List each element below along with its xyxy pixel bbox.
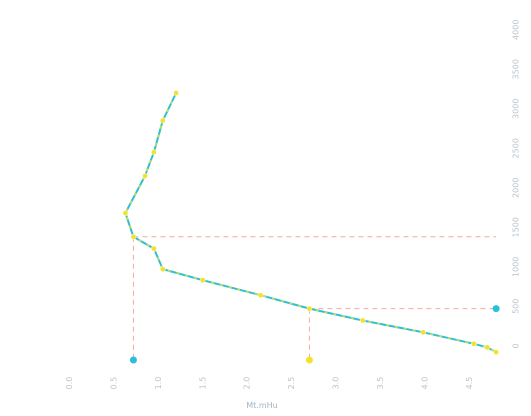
data-point xyxy=(173,90,179,96)
series-line xyxy=(124,92,498,354)
data-point xyxy=(471,340,477,347)
reference-marker xyxy=(492,305,500,313)
y-tick-label: 1500 xyxy=(512,217,521,237)
x-tick-label: 0.0 xyxy=(65,377,74,390)
x-tick-label: 3.0 xyxy=(332,377,341,390)
data-point xyxy=(493,349,499,355)
data-point xyxy=(151,149,157,156)
reference-lines xyxy=(132,236,497,360)
y-tick-label: 3500 xyxy=(512,59,521,79)
series-dash-overlay xyxy=(124,92,497,353)
data-point xyxy=(306,305,313,312)
x-tick-label: 3.5 xyxy=(376,377,385,390)
data-point xyxy=(484,344,491,351)
series-layer xyxy=(122,90,499,355)
marker-layer xyxy=(129,305,500,364)
y-tick-label: 4000 xyxy=(512,20,521,40)
y-tick-label: 2000 xyxy=(512,178,521,198)
y-axis-ticks: 0 500 1000 1500 2000 2500 3000 3500 4000 xyxy=(512,20,521,349)
y-tick-label: 3000 xyxy=(512,99,521,119)
x-tick-label: 0.5 xyxy=(109,377,118,390)
reference-marker xyxy=(129,356,137,364)
data-point xyxy=(420,329,427,336)
y-tick-label: 0 xyxy=(512,343,521,348)
data-point xyxy=(359,317,366,324)
y-tick-label: 2500 xyxy=(512,138,521,158)
y-tick-label: 1000 xyxy=(512,257,521,277)
x-tick-label: 4.5 xyxy=(465,377,474,390)
x-tick-label: 2.0 xyxy=(243,377,252,390)
data-point xyxy=(142,173,148,179)
y-tick-label: 500 xyxy=(512,299,521,314)
data-point xyxy=(159,266,166,272)
data-point xyxy=(130,233,137,240)
x-axis-title: Mt.mHu xyxy=(246,401,277,410)
data-point xyxy=(122,210,129,216)
x-tick-label: 1.0 xyxy=(154,377,163,390)
x-tick-label: 2.5 xyxy=(287,377,296,390)
x-axis-ticks: 0.0 0.5 1.0 1.5 2.0 2.5 3.0 3.5 4.0 4.5 xyxy=(65,377,474,390)
data-point xyxy=(257,292,264,299)
data-point xyxy=(199,277,206,284)
x-tick-label: 1.5 xyxy=(198,377,207,390)
data-point xyxy=(151,245,157,252)
x-tick-label: 4.0 xyxy=(421,377,430,390)
reference-marker xyxy=(305,356,313,364)
data-point xyxy=(159,117,166,124)
